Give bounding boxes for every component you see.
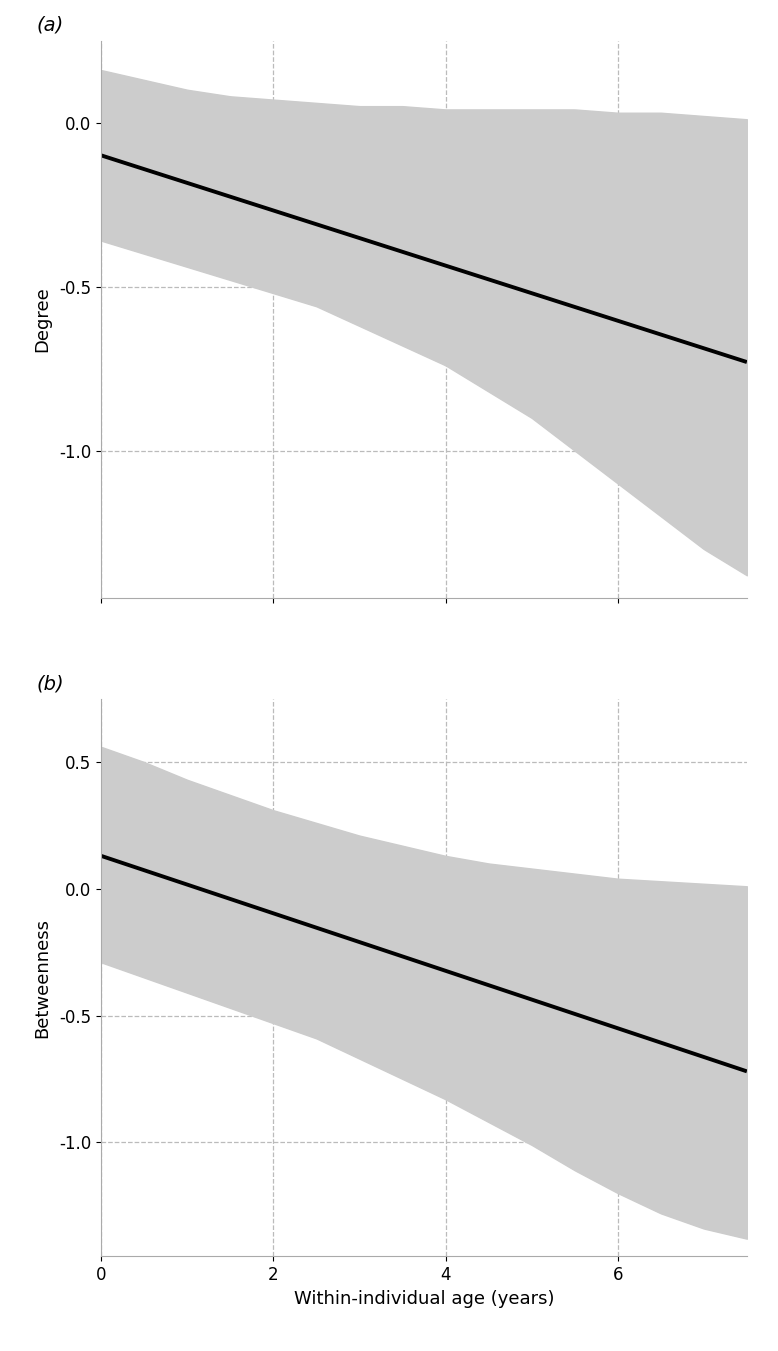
Y-axis label: Degree: Degree: [33, 286, 51, 353]
X-axis label: Within-individual age (years): Within-individual age (years): [294, 1290, 554, 1308]
Text: (b): (b): [37, 674, 65, 693]
Y-axis label: Betweenness: Betweenness: [33, 917, 51, 1038]
Text: (a): (a): [37, 16, 64, 35]
